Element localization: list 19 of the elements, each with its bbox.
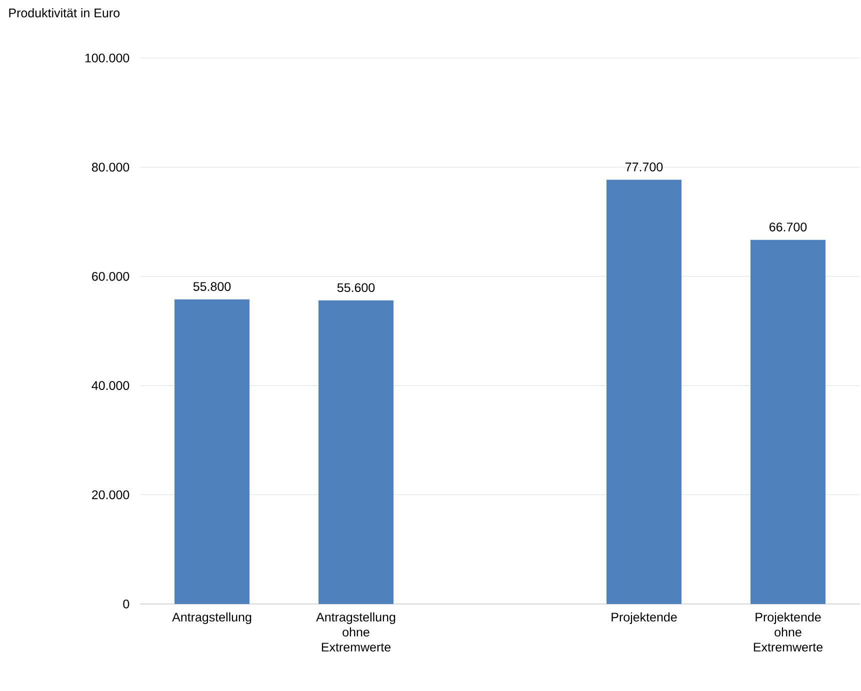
y-tick-label: 0 <box>123 600 130 608</box>
y-tick-label: 100.000 <box>85 54 130 62</box>
data-label: 66.700 <box>770 222 807 232</box>
bar <box>174 299 250 604</box>
y-tick-label: 60.000 <box>92 272 130 281</box>
y-tick-label: 20.000 <box>92 490 130 500</box>
data-label: 55.800 <box>193 282 231 291</box>
y-tick-label: 40.000 <box>92 381 130 390</box>
bar <box>750 240 826 604</box>
y-axis-title: Produktivität in Euro <box>9 8 120 18</box>
x-tick-label: Projektende <box>612 612 677 624</box>
bar <box>318 300 394 604</box>
x-tick-label: Projektende ohne Extremwerte <box>754 612 823 652</box>
data-label: 77.700 <box>626 162 663 172</box>
y-tick-label: 80.000 <box>92 162 130 172</box>
bar <box>606 180 682 604</box>
x-tick-label: Antragstellung ohne Extremwerte <box>316 612 396 652</box>
x-tick-label: Antragstellung <box>172 612 252 624</box>
data-label: 55.600 <box>337 283 375 292</box>
